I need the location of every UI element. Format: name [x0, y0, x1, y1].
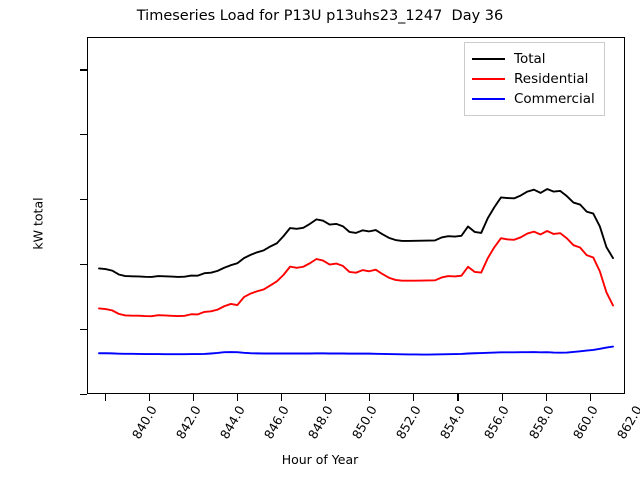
- x-tick-mark: [236, 394, 239, 401]
- legend-label: Residential: [514, 71, 589, 87]
- x-tick-mark: [192, 394, 194, 401]
- x-tick-label: 846.0: [260, 403, 292, 442]
- x-tick-label: 860.0: [569, 403, 601, 442]
- series-line-residential: [98, 230, 614, 318]
- x-tick-label: 854.0: [437, 403, 469, 442]
- x-tick-label: 848.0: [304, 403, 336, 442]
- legend-label: Total: [514, 51, 546, 67]
- legend-swatch-residential: [472, 78, 505, 80]
- y-tick-mark: [80, 69, 87, 71]
- y-tick-mark: [80, 394, 87, 396]
- y-tick-mark: [80, 199, 87, 201]
- chart-legend: Total Residential Commercial: [464, 42, 605, 116]
- x-tick-mark: [369, 394, 371, 401]
- x-tick-mark: [457, 394, 459, 401]
- x-tick-mark: [545, 394, 547, 401]
- legend-item-residential: Residential: [472, 69, 595, 89]
- x-tick-mark: [325, 394, 327, 401]
- x-tick-mark: [589, 394, 591, 401]
- chart-title: Timeseries Load for P13U p13uhs23_1247 D…: [136, 8, 504, 24]
- y-tick-mark: [80, 264, 87, 266]
- x-tick-label: 842.0: [172, 403, 204, 442]
- x-tick-label: 862.0: [613, 403, 640, 442]
- legend-swatch-commercial: [472, 98, 505, 100]
- x-tick-mark: [281, 394, 283, 401]
- x-tick-mark: [501, 394, 503, 401]
- x-tick-label: 856.0: [481, 403, 513, 442]
- x-tick-label: 858.0: [525, 403, 557, 442]
- x-tick-label: 844.0: [216, 403, 248, 442]
- series-line-total: [98, 188, 614, 278]
- y-tick-mark: [80, 134, 87, 136]
- legend-item-total: Total: [472, 49, 595, 69]
- legend-item-commercial: Commercial: [472, 89, 595, 109]
- x-axis-label: Hour of Year: [281, 452, 359, 467]
- legend-label: Commercial: [514, 91, 595, 107]
- y-tick-mark: [80, 329, 87, 331]
- x-tick-label: 840.0: [128, 403, 160, 442]
- y-axis-label: kW total: [30, 197, 46, 250]
- x-tick-label: 852.0: [393, 403, 425, 442]
- series-line-commercial: [98, 345, 614, 356]
- x-tick-label: 850.0: [349, 403, 380, 442]
- x-tick-mark: [413, 394, 415, 401]
- legend-swatch-total: [472, 58, 505, 60]
- x-tick-mark: [104, 394, 106, 401]
- plot-lines: [98, 188, 614, 356]
- x-tick-mark: [148, 394, 150, 401]
